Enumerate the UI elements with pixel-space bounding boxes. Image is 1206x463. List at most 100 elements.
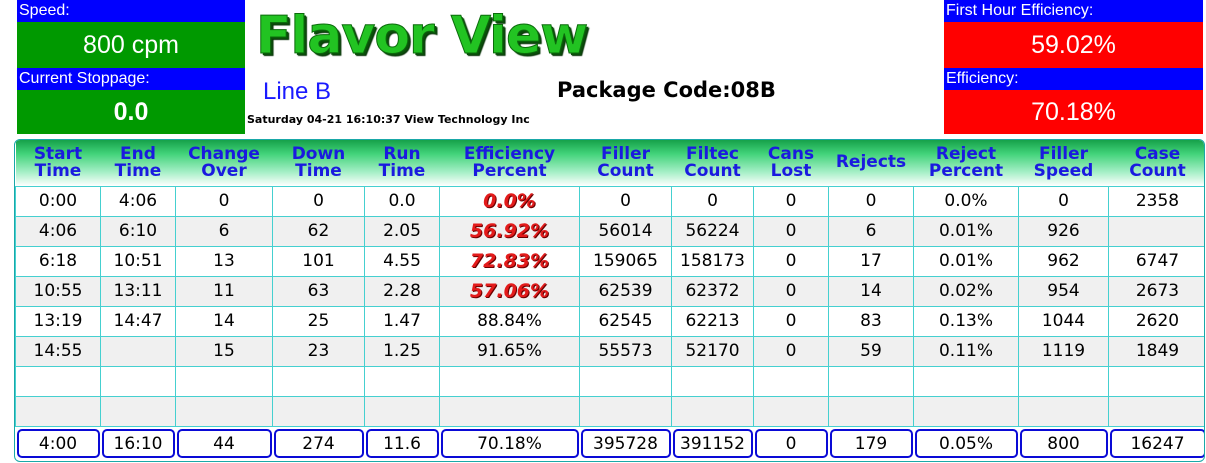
table-cell: 14:47 xyxy=(100,305,176,337)
total-value: 70.18% xyxy=(440,428,579,458)
speed-value: 800 cpm xyxy=(17,22,245,68)
table-cell: 0 xyxy=(1018,185,1109,217)
total-value: 16:10 xyxy=(101,428,175,458)
table-cell: 0.01% xyxy=(913,245,1019,277)
first-hour-efficiency-value: 59.02% xyxy=(944,22,1203,68)
column-header-text: Start xyxy=(33,143,83,164)
table-cell: 6747 xyxy=(1108,245,1204,277)
column-header: Reject Percent xyxy=(914,140,1019,186)
table-cell: 6 xyxy=(828,215,914,247)
table-cell: 0.0 xyxy=(364,185,440,217)
column-header-text: Case xyxy=(1134,143,1181,164)
table-cell: 6:10 xyxy=(100,215,176,247)
table-cell: 52170 xyxy=(671,335,754,367)
total-value: 44 xyxy=(176,428,272,458)
total-value: 800 xyxy=(1019,428,1108,458)
table-cell: 0.11% xyxy=(913,335,1019,367)
table-cell: 0 xyxy=(753,185,829,217)
column-header-text: Lost xyxy=(770,160,812,181)
table-cell: 56014 xyxy=(579,215,672,247)
column-header: End Time xyxy=(101,140,176,186)
table-cell xyxy=(100,335,176,367)
table-row xyxy=(15,365,1204,397)
column-header-text: Time xyxy=(114,160,162,181)
table-cell: 4.55 xyxy=(364,245,440,277)
table-cell xyxy=(753,395,829,427)
package-code: Package Code:08B xyxy=(557,78,776,102)
table-row: 6:18 10:51 13 101 4.55 72.83% 159065 158173 0 17 0… xyxy=(15,245,1204,277)
table-cell: 926 xyxy=(1018,215,1109,247)
table-cell: 62539 xyxy=(579,275,672,307)
totals-row: 4:00 16:10 44 274 11.6 70.18% 395728 391152 0 179… xyxy=(15,426,1204,460)
total-value: 16247 xyxy=(1109,428,1204,458)
table-cell xyxy=(272,365,365,397)
total-cell: 4:00 xyxy=(15,426,101,460)
table-cell xyxy=(1108,365,1204,397)
table-cell xyxy=(828,395,914,427)
column-header: Rejects xyxy=(829,140,914,186)
table-cell xyxy=(579,395,672,427)
table-cell: 4:06 xyxy=(15,215,101,247)
table-cell: 1.25 xyxy=(364,335,440,367)
total-cell: 0.05% xyxy=(913,426,1019,460)
production-table-panel: Start Time End Time Change Over Down Time Run Tim… xyxy=(14,139,1205,462)
table-cell: 56.92% xyxy=(439,215,580,247)
table-cell: 4:06 xyxy=(100,185,176,217)
table-cell xyxy=(913,395,1019,427)
table-cell: 17 xyxy=(828,245,914,277)
total-cell: 16247 xyxy=(1108,426,1204,460)
table-cell xyxy=(175,395,273,427)
column-header: Case Count xyxy=(1109,140,1205,186)
column-header-text: Count xyxy=(597,160,654,181)
column-header-text: Filler xyxy=(1038,143,1088,164)
total-value: 179 xyxy=(829,428,913,458)
speed-label: Speed: xyxy=(17,0,245,22)
table-cell: 2358 xyxy=(1108,185,1204,217)
table-cell: 59 xyxy=(828,335,914,367)
table-cell xyxy=(439,395,580,427)
table-cell: 83 xyxy=(828,305,914,337)
total-cell: 800 xyxy=(1018,426,1109,460)
total-cell: 16:10 xyxy=(100,426,176,460)
table-cell: 56224 xyxy=(671,215,754,247)
table-cell: 1849 xyxy=(1108,335,1204,367)
table-cell: 0.01% xyxy=(913,215,1019,247)
table-cell: 14 xyxy=(175,305,273,337)
table-cell: 13 xyxy=(175,245,273,277)
table-row: 0:00 4:06 0 0 0.0 0.0% 0 0 0 0 0.0% 0 2358 xyxy=(15,185,1204,217)
table-cell xyxy=(100,365,176,397)
table-cell: 6:18 xyxy=(15,245,101,277)
column-header-text: Change xyxy=(188,143,260,164)
table-cell: 14 xyxy=(828,275,914,307)
table-cell: 1044 xyxy=(1018,305,1109,337)
first-hour-efficiency-label: First Hour Efficiency: xyxy=(944,0,1203,22)
table-cell: 0 xyxy=(753,305,829,337)
table-cell: 0 xyxy=(753,215,829,247)
table-cell xyxy=(828,365,914,397)
table-cell: 0.02% xyxy=(913,275,1019,307)
total-value: 395728 xyxy=(580,428,671,458)
table-cell: 10:51 xyxy=(100,245,176,277)
table-cell xyxy=(272,395,365,427)
table-cell: 159065 xyxy=(579,245,672,277)
column-header-text: Rejects xyxy=(835,152,907,173)
efficiency-label: Efficiency: xyxy=(944,68,1203,90)
table-cell: 0 xyxy=(579,185,672,217)
column-header-text: Filler xyxy=(600,143,650,164)
column-header-text: Run xyxy=(383,143,421,164)
table-cell: 62372 xyxy=(671,275,754,307)
table-cell: 0 xyxy=(753,335,829,367)
column-header-text: Time xyxy=(295,160,342,181)
table-cell xyxy=(671,365,754,397)
app-title: Flavor View xyxy=(255,6,588,67)
table-cell: 2.28 xyxy=(364,275,440,307)
table-cell: 13:11 xyxy=(100,275,176,307)
table-cell: 2620 xyxy=(1108,305,1204,337)
table-cell xyxy=(364,395,440,427)
column-header-text: Percent xyxy=(928,160,1004,181)
table-cell: 63 xyxy=(272,275,365,307)
table-cell: 14:55 xyxy=(15,335,101,367)
table-cell: 1.47 xyxy=(364,305,440,337)
table-cell: 62213 xyxy=(671,305,754,337)
column-header-text: Down xyxy=(291,143,346,164)
